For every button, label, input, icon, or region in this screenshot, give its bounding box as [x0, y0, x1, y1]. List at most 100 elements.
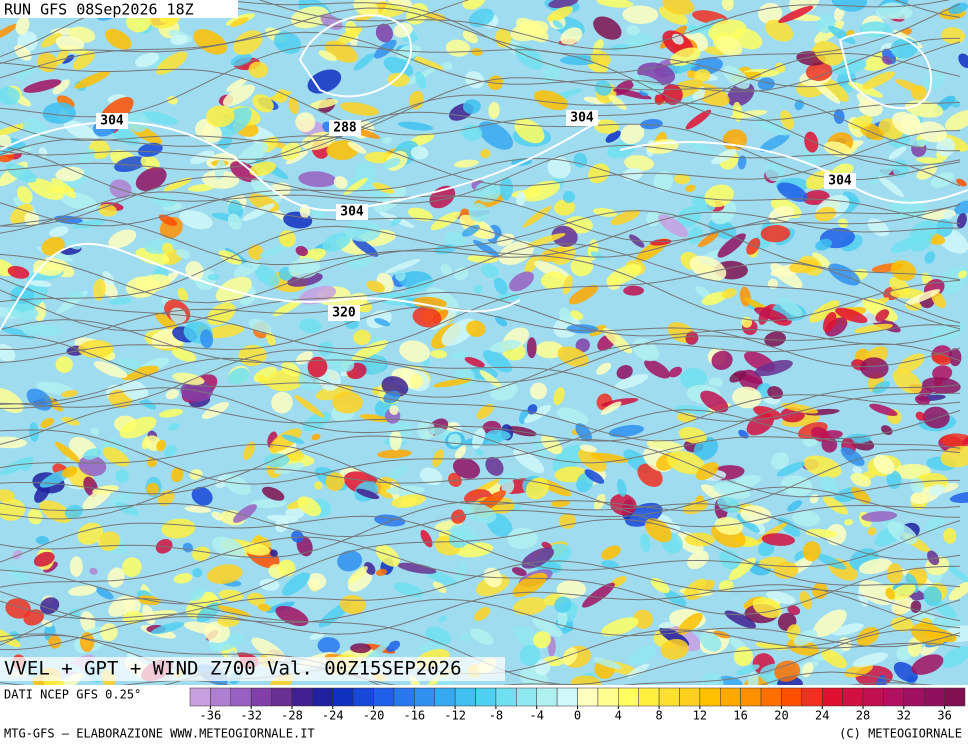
field-blob: [27, 508, 43, 525]
field-blob: [325, 351, 355, 372]
field-blob: [288, 257, 321, 279]
field-blob: [943, 210, 954, 220]
field-blob: [840, 447, 865, 467]
field-blob: [878, 176, 904, 198]
field-blob: [923, 586, 942, 607]
field-blob: [215, 276, 252, 303]
field-blob: [34, 483, 50, 503]
streamline: [0, 403, 961, 464]
field-blob: [212, 536, 245, 560]
field-blob: [570, 256, 594, 277]
field-blob: [470, 628, 494, 645]
field-blob: [754, 360, 793, 377]
field-blob: [464, 356, 485, 368]
contour-label: 320: [332, 306, 356, 321]
field-blob: [600, 617, 639, 637]
field-blob: [471, 48, 483, 56]
field-blob: [529, 382, 548, 400]
field-blob: [579, 444, 597, 453]
field-blob: [653, 170, 674, 192]
field-blob: [623, 285, 644, 296]
streamline: [0, 536, 961, 616]
colorbar-box: [801, 687, 823, 707]
colorbar-tick-label: -20: [363, 709, 385, 723]
field-blob: [374, 318, 391, 327]
field-blob: [150, 621, 185, 635]
field-blob: [418, 642, 446, 652]
field-blob: [941, 27, 966, 44]
colorbar-tick-label: -16: [403, 709, 425, 723]
field-blob: [600, 401, 622, 415]
field-blob: [889, 277, 911, 296]
field-blob: [92, 278, 106, 301]
field-blob: [162, 242, 174, 255]
field-blob: [732, 386, 762, 409]
field-blob: [165, 389, 179, 400]
field-blob: [820, 649, 848, 669]
field-blob: [596, 362, 612, 375]
field-blob: [789, 259, 819, 274]
field-blob: [522, 180, 561, 202]
field-blob: [233, 260, 260, 278]
field-blob: [98, 203, 117, 217]
field-blob: [460, 632, 471, 642]
field-blob: [695, 286, 711, 298]
field-blob: [353, 329, 371, 345]
field-blob: [72, 219, 106, 229]
field-blob: [480, 149, 491, 159]
field-blob: [78, 340, 114, 358]
contour-labels: 304 288 304 304 304 320: [96, 110, 856, 321]
field-blob: [55, 441, 81, 463]
colorbar-tick-label: -36: [200, 709, 222, 723]
field-blob: [594, 80, 612, 96]
field-blob: [956, 213, 967, 229]
field-blob: [905, 289, 941, 306]
field-blob: [309, 99, 338, 109]
field-blob: [223, 474, 251, 496]
streamline: [0, 486, 961, 538]
field-blob: [298, 286, 337, 305]
field-blob: [575, 338, 590, 353]
field-blob: [944, 110, 968, 131]
field-blob: [68, 585, 97, 596]
field-blob: [307, 356, 328, 378]
field-blob: [547, 156, 571, 179]
field-blob: [49, 226, 69, 237]
field-blob: [626, 663, 650, 678]
field-blob: [344, 219, 381, 242]
field-blob: [207, 273, 220, 281]
field-blob: [760, 225, 791, 243]
field-blob: [746, 237, 761, 255]
field-blob: [677, 612, 703, 635]
field-blob: [777, 182, 808, 202]
field-blob: [364, 562, 376, 575]
field-blob: [7, 566, 29, 582]
field-blob: [353, 53, 375, 71]
field-blob: [793, 629, 818, 646]
field-blob: [616, 365, 633, 380]
field-blob: [432, 449, 444, 468]
field-blob: [90, 427, 100, 436]
field-blob: [344, 254, 371, 269]
field-blob: [65, 239, 81, 250]
field-blob: [557, 609, 568, 628]
field-blob: [881, 425, 893, 435]
label-box: [824, 173, 856, 189]
field-blob: [466, 320, 486, 337]
field-blob: [948, 2, 968, 15]
field-blob: [527, 233, 566, 247]
field-blob: [410, 146, 429, 160]
field-blob: [306, 572, 327, 590]
field-blob: [322, 232, 352, 252]
colorbar-box: [679, 687, 701, 707]
field-blob: [23, 79, 62, 93]
field-blob: [601, 560, 619, 569]
field-blob: [927, 550, 940, 566]
colorbar-box: [740, 687, 762, 707]
field-blob: [804, 131, 819, 153]
field-blob: [425, 570, 458, 586]
field-blob: [524, 255, 540, 274]
field-blob: [658, 6, 688, 25]
field-blob: [0, 325, 36, 339]
field-blob: [158, 214, 178, 227]
